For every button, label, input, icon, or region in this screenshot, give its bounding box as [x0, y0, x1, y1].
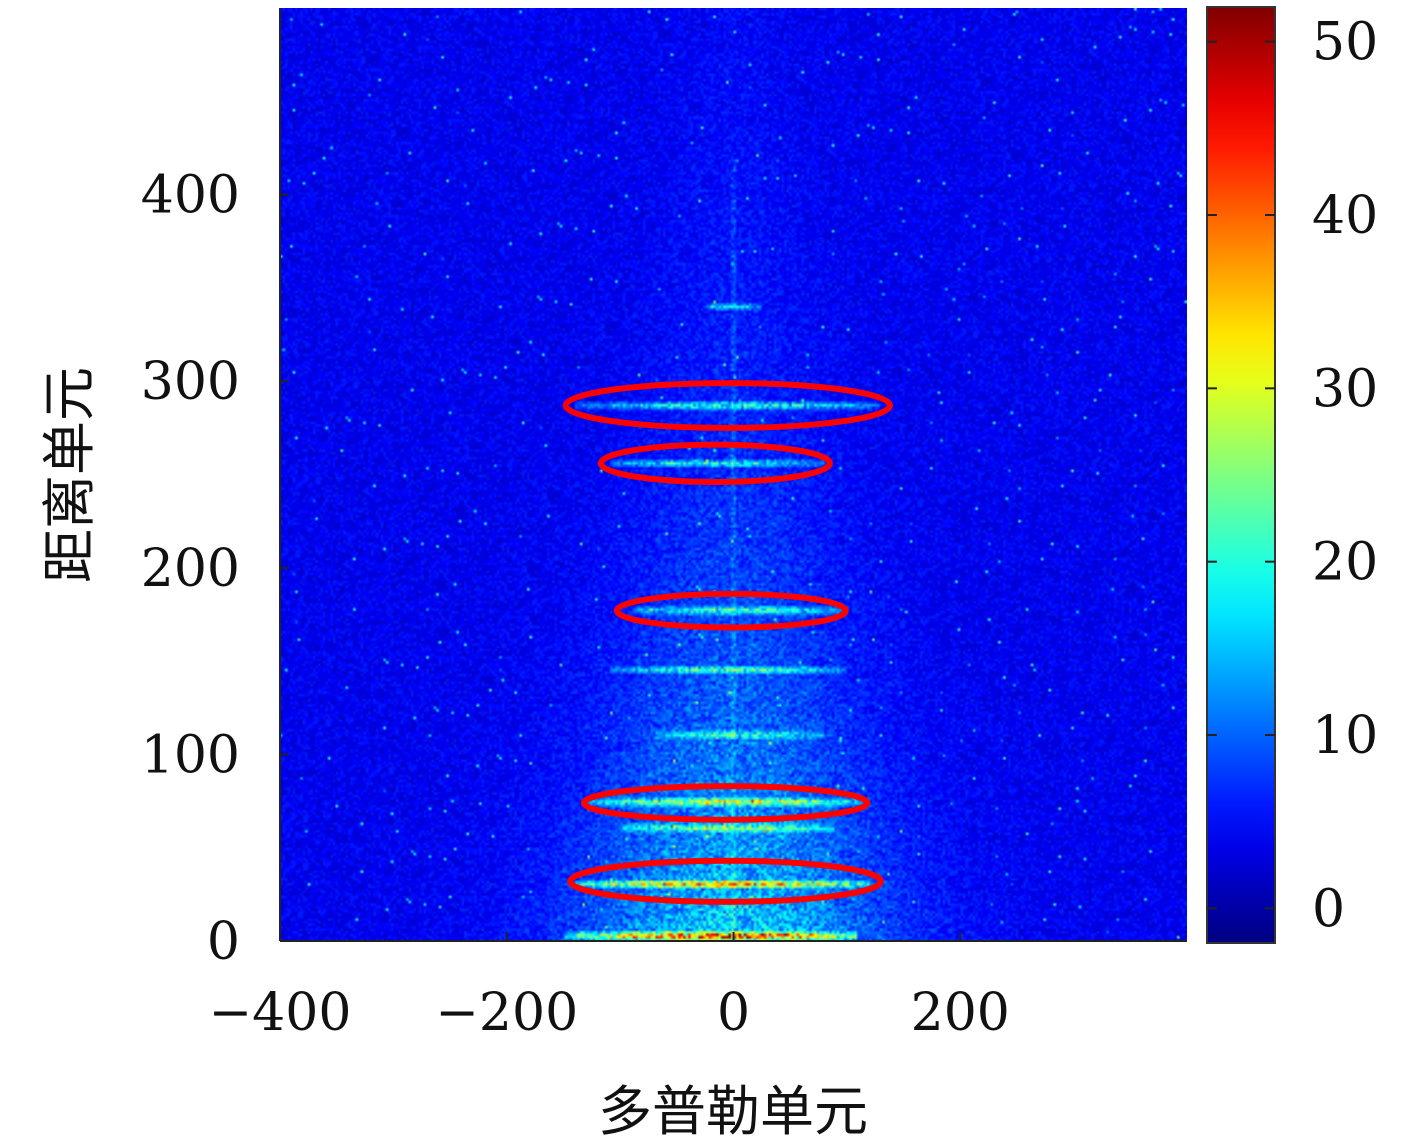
x-tick-label-0: −400 [209, 983, 352, 1043]
colorbar-tick-label-0: 0 [1312, 879, 1345, 939]
colorbar-ticks: 0 10 20 30 40 50 [1207, 13, 1378, 939]
highlight-ellipse-1 [562, 380, 893, 431]
y-tick-label-3: 300 [141, 352, 240, 412]
colorbar-tick-label-2: 20 [1312, 533, 1378, 593]
colorbar-tick-label-1: 10 [1312, 706, 1378, 766]
highlight-ellipse-3 [613, 590, 849, 631]
highlight-ellipse-2 [597, 441, 833, 485]
colorbar-tick-label-5: 50 [1312, 13, 1378, 73]
y-tick-label-0: 0 [207, 912, 240, 972]
highlight-ellipse-4 [580, 783, 871, 823]
y-axis-ticks: 0 100 200 300 400 [141, 166, 289, 972]
colorbar-tick-label-3: 30 [1312, 359, 1378, 419]
x-tick-label-1: −200 [435, 983, 578, 1043]
target-highlight-ellipses [562, 380, 893, 905]
range-doppler-heatmap [280, 8, 1187, 941]
colorbar [1206, 6, 1276, 944]
x-axis-title: 多普勒单元 [598, 1080, 868, 1143]
x-tick-label-2: 0 [717, 983, 750, 1043]
x-axis-ticks: −400 −200 0 200 [209, 932, 1010, 1043]
heatmap-image [280, 8, 1187, 941]
y-axis-title: 距离单元 [38, 367, 101, 583]
colorbar-tick-label-4: 40 [1312, 186, 1378, 246]
colorbar-fill [1206, 6, 1276, 944]
y-tick-label-1: 100 [141, 725, 240, 785]
x-tick-label-3: 200 [911, 983, 1010, 1043]
y-tick-label-2: 200 [141, 539, 240, 599]
highlight-ellipse-5 [567, 857, 884, 905]
y-tick-label-4: 400 [141, 166, 240, 226]
